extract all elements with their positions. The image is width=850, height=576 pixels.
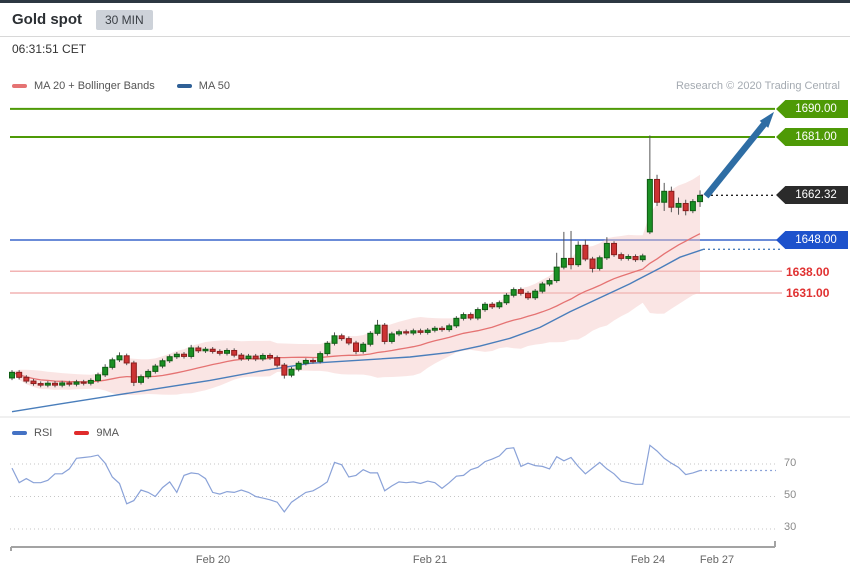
- timeframe-badge: 30 MIN: [96, 9, 153, 30]
- research-credit: Research © 2020 Trading Central: [675, 80, 840, 92]
- ma50-line: [11, 248, 780, 413]
- last-price-tag: 1662.32: [776, 186, 848, 204]
- legend-bollinger: MA 20 + Bollinger Bands: [12, 80, 155, 92]
- x-axis-line: [10, 541, 776, 551]
- legend-9ma-label: 9MA: [96, 427, 119, 439]
- legend-ma50-label: MA 50: [198, 80, 230, 92]
- rsi-guide-70: 70: [784, 457, 797, 469]
- bollinger-band: [12, 174, 700, 396]
- legend-bollinger-label: MA 20 + Bollinger Bands: [34, 80, 155, 92]
- instrument-title: Gold spot: [12, 11, 82, 28]
- top-border-strip: [0, 0, 850, 3]
- support1-price-label: 1638.00: [786, 265, 830, 279]
- x-axis-label: Feb 27: [699, 554, 735, 566]
- indicator-legend: MA 20 + Bollinger Bands MA 50: [12, 80, 230, 92]
- ma50-swatch-icon: [176, 84, 192, 88]
- bollinger-swatch-icon: [12, 84, 27, 88]
- support2-price-label: 1631.00: [786, 286, 830, 300]
- x-axis-label: Feb 21: [412, 554, 448, 566]
- resistance1-price-tag: 1681.00: [776, 128, 848, 146]
- quote-timestamp: 06:31:51 CET: [12, 42, 87, 56]
- x-axis-label: Feb 24: [630, 554, 666, 566]
- x-axis-label: Feb 20: [195, 554, 231, 566]
- ma20-line: [11, 233, 701, 383]
- rsi-line: [11, 444, 701, 513]
- resistance2-price-tag: 1690.00: [776, 100, 848, 118]
- level-lines: [10, 107, 782, 294]
- rsi-legend: RSI 9MA: [12, 427, 119, 439]
- rsi-panel: [10, 444, 778, 530]
- legend-rsi-label: RSI: [34, 427, 53, 439]
- forecast-arrow: [703, 111, 774, 199]
- legend-ma50: MA 50: [176, 80, 230, 92]
- bollinger-band-group: [12, 174, 700, 396]
- legend-9ma: 9MA: [74, 427, 119, 439]
- chart-header: Gold spot 30 MIN: [0, 3, 850, 37]
- legend-rsi: RSI: [12, 427, 52, 439]
- pivot-price-tag: 1648.00: [776, 231, 848, 249]
- rsi-guide-30: 30: [784, 521, 797, 533]
- 9ma-swatch-icon: [74, 431, 90, 435]
- rsi-guide-50: 50: [784, 489, 797, 501]
- candlestick-series: [9, 135, 704, 388]
- rsi-swatch-icon: [12, 431, 27, 435]
